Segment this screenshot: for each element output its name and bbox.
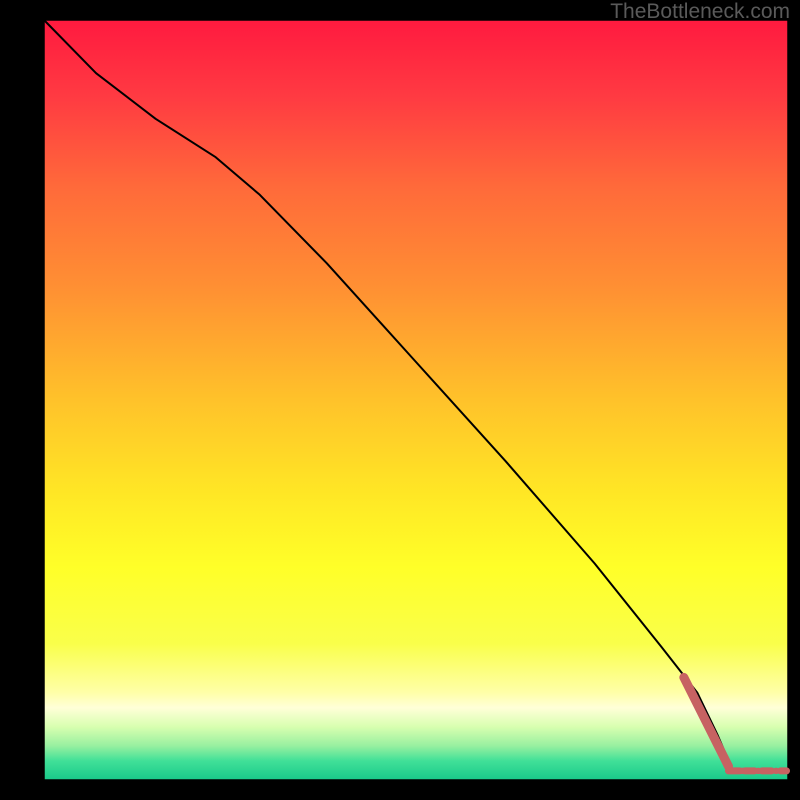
- source-watermark: TheBottleneck.com: [610, 0, 790, 24]
- bottom-dash-run: [725, 768, 786, 775]
- bottleneck-chart: [0, 0, 800, 800]
- bottom-dash-dot: [725, 768, 732, 775]
